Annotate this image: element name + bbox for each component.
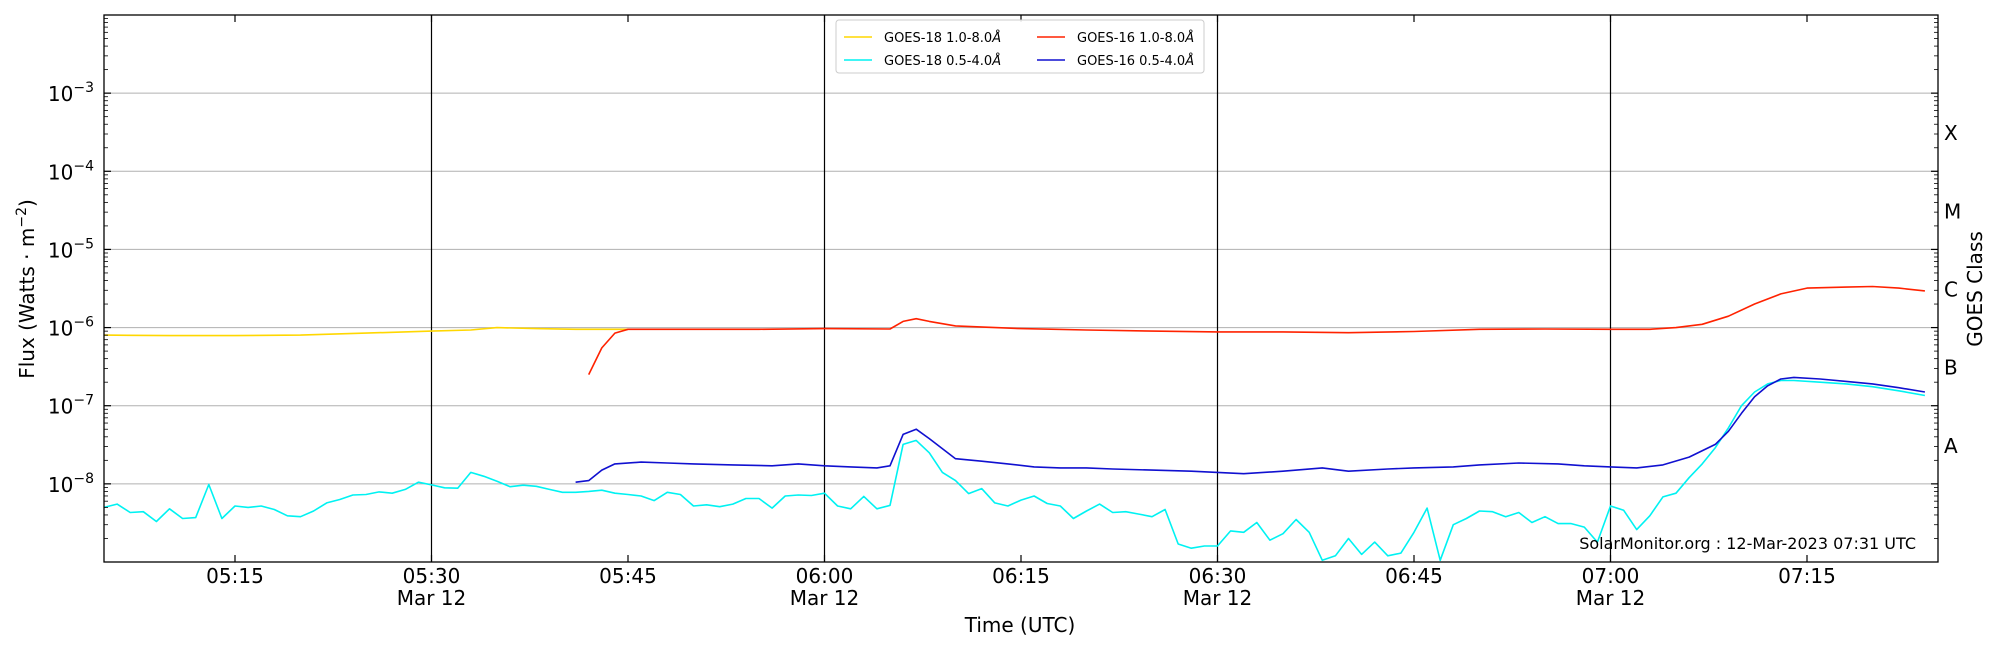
goes-class-label: C — [1944, 278, 1958, 302]
x-axis-title: Time (UTC) — [964, 613, 1076, 637]
y-tick-label: 10−4 — [48, 158, 94, 184]
grid-lines — [104, 92, 1938, 485]
legend-label-unit: Å — [1184, 53, 1194, 69]
x-tick-time-label: 05:45 — [599, 564, 657, 588]
legend-label: GOES-18 0.5-4.0Å — [884, 53, 1001, 69]
goes-class-label: X — [1944, 121, 1958, 145]
y-axis-title-close: ) — [15, 199, 39, 207]
legend-label-name: GOES-16 0.5-4.0 — [1077, 54, 1185, 69]
legend-label-name: GOES-18 0.5-4.0 — [884, 54, 992, 69]
goes-class-label: B — [1944, 356, 1958, 380]
series-line — [103, 379, 1926, 562]
y-tick-label: 10−6 — [48, 315, 94, 341]
y-tick-base: 10 — [48, 473, 73, 497]
series-line — [103, 326, 628, 337]
day-marker-lines — [430, 15, 1612, 562]
y-axis-title: Flux (Watts · m−2) — [14, 199, 39, 379]
legend-label-unit: Å — [1184, 30, 1194, 46]
goes-class-labels: X M C B A — [1944, 121, 1961, 458]
x-tick-date-label: Mar 12 — [1576, 586, 1646, 610]
y-tick-base: 10 — [48, 395, 73, 419]
goes-class-label: A — [1944, 434, 1958, 458]
x-tick-time-label: 06:45 — [1385, 564, 1443, 588]
y-tick-exponent: −4 — [73, 158, 94, 174]
y-tick-exponent: −5 — [73, 236, 94, 252]
y-tick-label: 10−7 — [48, 393, 94, 419]
x-tick-time-label: 06:00 — [796, 564, 854, 588]
x-tick-date-label: Mar 12 — [397, 586, 467, 610]
x-tick-time-label: 05:15 — [206, 564, 264, 588]
x-tick-time-label: 06:30 — [1189, 564, 1247, 588]
y-tick-label: 10−8 — [48, 471, 94, 497]
legend-label: GOES-18 1.0-8.0Å — [884, 30, 1001, 46]
x-tick-time-label: 07:15 — [1778, 564, 1836, 588]
goes-class-axis-title: GOES Class — [1963, 231, 1987, 347]
x-tick-date-label: Mar 12 — [1183, 586, 1253, 610]
y-tick-exponent: −8 — [73, 471, 94, 487]
legend-label-unit: Å — [991, 53, 1001, 69]
y-tick-base: 10 — [48, 317, 73, 341]
x-tick-time-label: 05:30 — [403, 564, 461, 588]
y-tick-label: 10−3 — [48, 80, 94, 106]
legend-label: GOES-16 0.5-4.0Å — [1077, 53, 1194, 69]
y-tick-base: 10 — [48, 238, 73, 262]
series-line — [587, 285, 1925, 375]
y-axis-title-main: Flux (Watts · m — [15, 228, 39, 379]
legend-label-name: GOES-16 1.0-8.0 — [1077, 31, 1185, 46]
axis-ticks — [104, 15, 1938, 562]
y-tick-exponent: −7 — [73, 393, 94, 409]
series-lines — [103, 285, 1926, 562]
credit-text: SolarMonitor.org : 12-Mar-2023 07:31 UTC — [1579, 534, 1916, 553]
x-tick-date-label: Mar 12 — [790, 586, 860, 610]
goes-class-label: M — [1944, 199, 1961, 223]
y-tick-base: 10 — [48, 82, 73, 106]
legend-label: GOES-16 1.0-8.0Å — [1077, 30, 1194, 46]
legend-label-name: GOES-18 1.0-8.0 — [884, 31, 992, 46]
x-tick-time-label: 07:00 — [1582, 564, 1640, 588]
legend-box — [835, 19, 1205, 74]
y-tick-exponent: −6 — [73, 315, 94, 331]
x-tick-time-label: 06:15 — [992, 564, 1050, 588]
y-tick-labels: 10−310−410−510−610−710−8 — [48, 80, 94, 497]
series-line — [575, 376, 1926, 483]
y-tick-base: 10 — [48, 160, 73, 184]
y-tick-label: 10−5 — [48, 236, 94, 262]
y-axis-title-exponent: −2 — [14, 207, 30, 228]
y-tick-exponent: −3 — [73, 80, 94, 96]
legend-label-unit: Å — [991, 30, 1001, 46]
